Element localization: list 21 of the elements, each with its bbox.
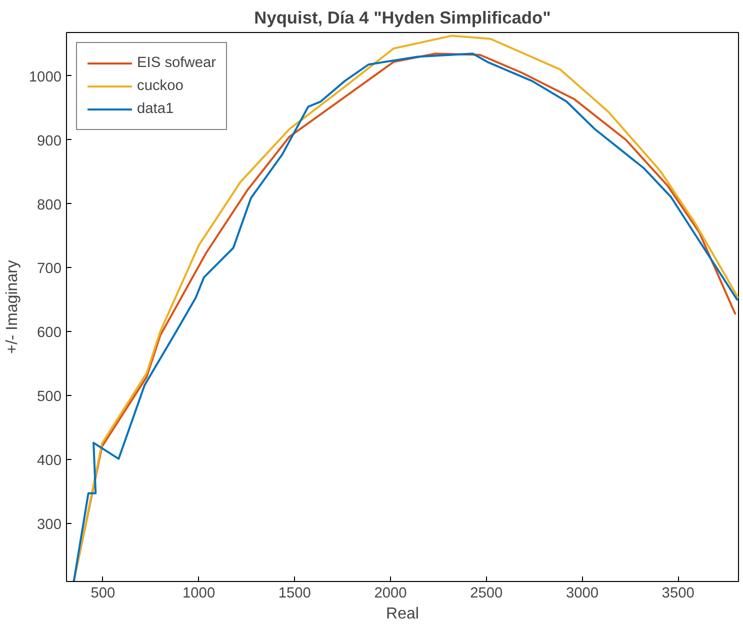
x-tick-label: 1500: [278, 586, 311, 602]
x-tick-label: 500: [90, 586, 116, 602]
legend-label: EIS sofwear: [137, 55, 216, 71]
x-tick-label: 3500: [662, 586, 694, 602]
chart-title: Nyquist, Día 4 "Hyden Simplificado": [254, 8, 551, 28]
legend-label: data1: [137, 101, 174, 117]
y-tick-label: 900: [37, 133, 62, 150]
y-tick-label: 400: [37, 452, 62, 469]
x-tick-label: 2500: [470, 586, 503, 602]
y-tick-label: 600: [37, 325, 62, 342]
x-tick-label: 3000: [566, 586, 599, 602]
y-tick-label: 300: [37, 516, 62, 533]
y-tick-label: 1000: [28, 69, 62, 86]
legend-label: cuckoo: [137, 78, 184, 94]
x-tick-label: 2000: [374, 586, 407, 602]
y-axis-title: +/- Imaginary: [4, 260, 21, 354]
y-tick-label: 800: [37, 197, 62, 214]
y-tick-label: 700: [37, 261, 62, 278]
y-tick-label: 500: [37, 389, 62, 406]
x-axis-title: Real: [386, 606, 419, 622]
x-tick-label: 1000: [182, 586, 216, 602]
